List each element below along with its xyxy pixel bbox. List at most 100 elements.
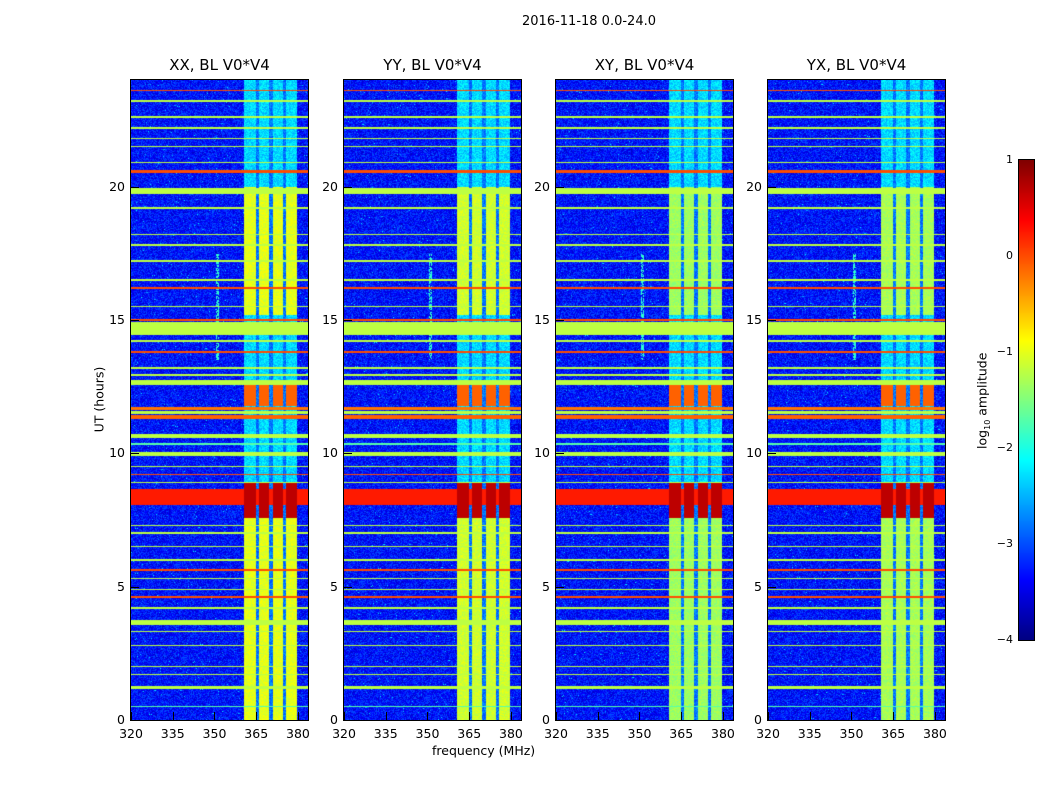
x-tick-label: 380	[711, 726, 735, 741]
x-tick-label: 380	[499, 726, 523, 741]
colorbar-tick-label: 1	[1006, 153, 1013, 166]
x-tick	[385, 712, 387, 720]
x-tick	[681, 712, 683, 720]
colorbar-label-rest: amplitude	[974, 352, 990, 420]
y-tick	[556, 186, 564, 188]
x-tick	[934, 712, 936, 720]
spectrogram-image	[131, 80, 308, 720]
y-tick	[768, 586, 776, 588]
y-tick-label: 5	[117, 578, 125, 594]
y-tick	[556, 720, 564, 721]
y-tick-label: 10	[746, 445, 762, 461]
x-tick	[768, 712, 769, 720]
colorbar-tick-label: −2	[996, 441, 1013, 454]
y-tick-label: 0	[117, 712, 125, 727]
y-tick	[768, 186, 776, 188]
y-tick-label: 5	[754, 578, 762, 594]
y-tick	[344, 186, 352, 188]
x-tick-label: 350	[415, 726, 440, 741]
y-tick	[768, 320, 776, 321]
y-tick	[556, 586, 564, 588]
x-tick-label: 365	[669, 726, 694, 741]
x-tick-label: 380	[923, 726, 947, 741]
y-tick-label: 0	[754, 712, 762, 727]
colorbar-tick-label: 0	[1006, 249, 1013, 262]
colorbar-tick-label: −1	[996, 345, 1013, 358]
x-tick-label: 320	[332, 726, 356, 741]
y-tick	[131, 453, 139, 455]
x-tick	[172, 712, 174, 720]
x-tick	[893, 712, 895, 720]
panel-title: XY, BL V0*V4	[594, 56, 695, 74]
y-tick-label: 15	[534, 312, 550, 327]
x-tick	[639, 712, 641, 720]
x-tick-label: 320	[544, 726, 568, 741]
y-tick-label: 10	[322, 445, 338, 461]
spectrogram-panel: XY, BL V0*V4 320 335 350 365 380 0 5 10 15 20	[534, 56, 735, 741]
y-tick-label: 20	[322, 178, 338, 194]
x-tick	[214, 712, 216, 720]
x-tick	[344, 712, 345, 720]
panel-title: XX, BL V0*V4	[169, 56, 270, 74]
colorbar-label: log10 amplitude	[974, 346, 992, 456]
x-axis-label: frequency (MHz)	[432, 743, 536, 758]
y-tick-label: 20	[534, 178, 550, 194]
spectrogram-panel: XX, BL V0*V4 320 335 350 365 380 0 5 10 15 20	[109, 56, 310, 741]
y-tick	[556, 453, 564, 455]
y-tick	[131, 320, 139, 321]
panel-title: YY, BL V0*V4	[383, 56, 482, 74]
y-tick	[344, 586, 352, 588]
x-tick-label: 350	[839, 726, 864, 741]
spectrogram-panel: YX, BL V0*V4 320 335 350 365 380 0 5 10 15 20	[746, 56, 947, 741]
y-tick	[768, 720, 776, 721]
x-tick-label: 335	[373, 726, 398, 741]
spectrogram-image	[556, 80, 733, 720]
x-tick	[131, 712, 132, 720]
colorbar-tick-label: −3	[996, 537, 1013, 550]
colorbar-label-main: log	[974, 429, 990, 449]
colorbar: 1 0 −1 −2 −3 −4	[997, 153, 1035, 646]
x-tick-label: 350	[627, 726, 652, 741]
y-tick-label: 5	[330, 578, 338, 594]
y-tick-label: 20	[746, 178, 762, 194]
y-tick-label: 10	[534, 445, 550, 461]
x-tick-label: 380	[286, 726, 310, 741]
y-tick	[131, 186, 139, 188]
x-tick	[510, 712, 512, 720]
colorbar-tick-label: −4	[996, 633, 1013, 646]
colorbar-gradient	[1019, 160, 1034, 640]
y-tick-label: 20	[109, 178, 125, 194]
x-tick	[297, 712, 299, 720]
x-tick-label: 365	[244, 726, 269, 741]
colorbar-label-sub: 10	[982, 419, 992, 430]
y-tick	[344, 320, 352, 321]
y-tick-label: 0	[330, 712, 338, 727]
y-tick	[556, 320, 564, 321]
y-tick-label: 15	[322, 312, 338, 327]
x-tick-label: 335	[160, 726, 185, 741]
x-tick-label: 365	[457, 726, 482, 741]
x-tick	[722, 712, 724, 720]
y-tick	[344, 720, 352, 721]
y-tick-label: 15	[746, 312, 762, 327]
x-tick	[597, 712, 599, 720]
x-tick	[427, 712, 429, 720]
x-tick	[809, 712, 811, 720]
y-tick-label: 10	[109, 445, 125, 461]
y-axis-label: UT (hours)	[91, 366, 107, 433]
y-tick-label: 5	[542, 578, 550, 594]
x-tick-label: 365	[881, 726, 906, 741]
x-tick-label: 320	[119, 726, 143, 741]
panel-title: YX, BL V0*V4	[806, 56, 907, 74]
x-tick-label: 350	[202, 726, 227, 741]
y-tick	[131, 586, 139, 588]
x-tick	[851, 712, 853, 720]
y-tick	[131, 720, 139, 721]
x-tick-label: 335	[585, 726, 610, 741]
y-tick-label: 15	[109, 312, 125, 327]
y-tick	[344, 453, 352, 455]
spectrogram-panel: YY, BL V0*V4 320 335 350 365 380 0 5 10 15 20	[322, 56, 523, 741]
y-tick	[768, 453, 776, 455]
y-tick-label: 0	[542, 712, 550, 727]
